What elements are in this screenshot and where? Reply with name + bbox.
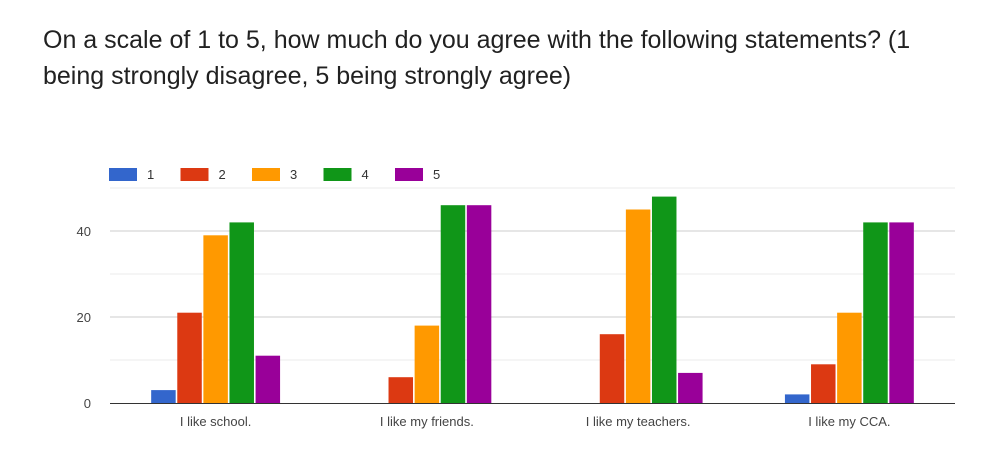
legend-label: 1	[147, 167, 154, 182]
legend: 1 2 3 4 5	[109, 167, 440, 182]
question-title: On a scale of 1 to 5, how much do you ag…	[43, 26, 911, 90]
legend-swatch	[109, 168, 137, 181]
x-tick-label: I like my teachers.	[586, 414, 691, 429]
bar	[440, 205, 466, 403]
x-tick-label: I like school.	[180, 414, 252, 429]
y-tick-label: 20	[77, 310, 91, 325]
y-tick-label: 0	[84, 396, 91, 411]
bar	[863, 222, 888, 403]
legend-label: 4	[362, 167, 369, 182]
y-axis-ticks: 0 20 40	[77, 224, 91, 411]
bar	[651, 196, 677, 403]
bar	[414, 325, 440, 403]
bar	[625, 209, 651, 403]
legend-swatch	[323, 168, 352, 181]
bars	[151, 196, 914, 403]
bar	[229, 222, 254, 403]
bar	[837, 312, 862, 403]
bar	[466, 205, 492, 403]
x-tick-label: I like my friends.	[380, 414, 474, 429]
legend-label: 2	[219, 167, 226, 182]
legend-swatch	[180, 168, 209, 181]
bar	[177, 312, 202, 403]
bar	[811, 364, 836, 403]
bar	[151, 390, 176, 403]
bar	[678, 372, 703, 403]
bar	[203, 235, 228, 403]
bar	[784, 394, 810, 403]
x-tick-label: I like my CCA.	[808, 414, 890, 429]
bar	[889, 222, 914, 403]
x-axis-labels: I like school. I like my friends. I like m…	[180, 414, 891, 429]
bar	[255, 355, 281, 403]
bar	[599, 334, 625, 403]
legend-swatch	[252, 168, 280, 181]
legend-swatch	[395, 168, 423, 181]
bar	[388, 377, 414, 403]
y-tick-label: 40	[77, 224, 91, 239]
legend-label: 3	[290, 167, 297, 182]
legend-label: 5	[433, 167, 440, 182]
